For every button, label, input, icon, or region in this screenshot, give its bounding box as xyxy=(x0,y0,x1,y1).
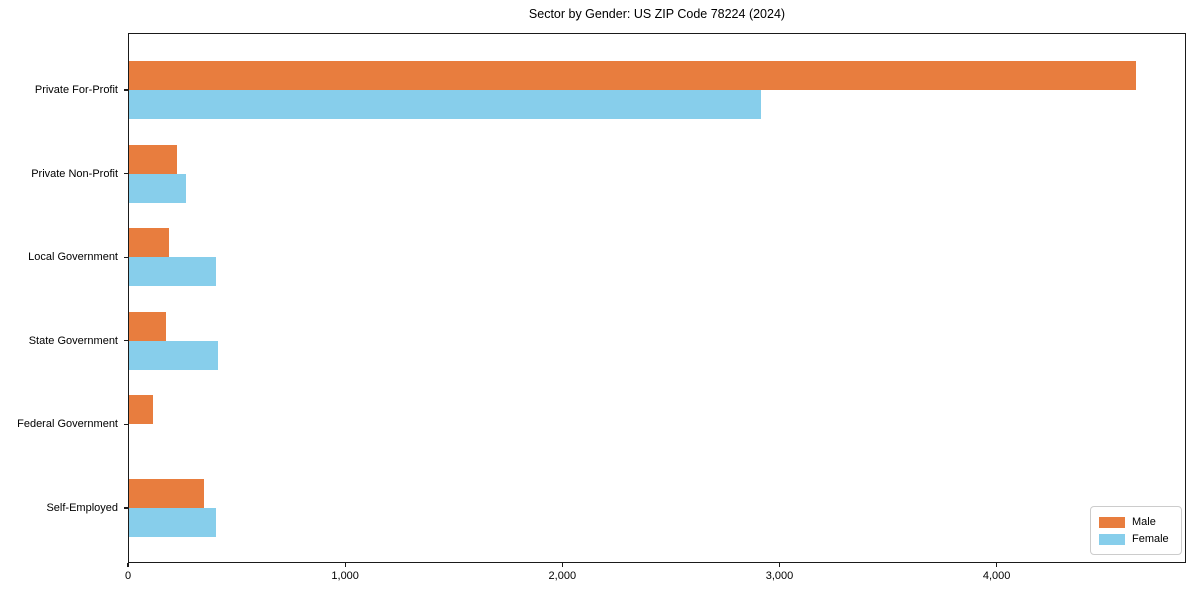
x-tick-label-0: 0 xyxy=(124,570,132,582)
y-tick-mark xyxy=(124,507,128,509)
chart-title: Sector by Gender: US ZIP Code 78224 (202… xyxy=(528,7,786,21)
bar-female-private-non-profit xyxy=(128,173,186,203)
x-tick-label-4-000: 4,000 xyxy=(982,570,1011,582)
bar-male-federal-government xyxy=(128,395,153,425)
y-tick-label-federal-government: Federal Government xyxy=(17,418,118,431)
x-tick-label-2-000: 2,000 xyxy=(548,570,577,582)
legend-swatch-female xyxy=(1099,533,1125,545)
bar-male-private-for-profit xyxy=(128,61,1136,90)
legend-entry-female: Female xyxy=(1099,533,1173,545)
bar-male-self-employed xyxy=(128,479,204,508)
y-tick-mark xyxy=(124,423,128,425)
x-tick-label-3-000: 3,000 xyxy=(765,570,794,582)
x-tick-mark xyxy=(778,563,781,567)
legend-swatch-male xyxy=(1099,516,1125,528)
y-tick-label-self-employed: Self-Employed xyxy=(46,502,118,514)
bar-female-self-employed xyxy=(128,508,216,537)
x-tick-label-1-000: 1,000 xyxy=(331,570,359,582)
bar-female-state-government xyxy=(128,340,219,370)
legend-label-female: Female xyxy=(1132,533,1169,545)
y-tick-label-local-government: Local Government xyxy=(28,251,118,264)
bar-female-local-government xyxy=(128,257,216,287)
y-tick-mark xyxy=(124,340,128,342)
legend-entry-male: Male xyxy=(1099,516,1173,528)
y-tick-mark xyxy=(124,256,128,258)
x-tick-mark xyxy=(996,563,998,567)
x-tick-mark xyxy=(561,563,563,567)
y-tick-mark xyxy=(124,89,128,91)
bar-male-state-government xyxy=(128,311,166,341)
legend: Male Female xyxy=(1090,506,1182,555)
legend-label-male: Male xyxy=(1132,516,1156,528)
y-tick-mark xyxy=(124,173,128,175)
bar-male-private-non-profit xyxy=(128,144,177,174)
x-tick-mark xyxy=(127,563,129,567)
bar-female-private-for-profit xyxy=(128,90,762,119)
y-tick-label-private-for-profit: Private For-Profit xyxy=(34,84,118,96)
y-tick-label-state-government: State Government xyxy=(28,334,118,347)
x-tick-mark xyxy=(344,563,346,567)
y-tick-label-private-non-profit: Private Non-Profit xyxy=(31,167,118,180)
bar-male-local-government xyxy=(128,228,170,258)
